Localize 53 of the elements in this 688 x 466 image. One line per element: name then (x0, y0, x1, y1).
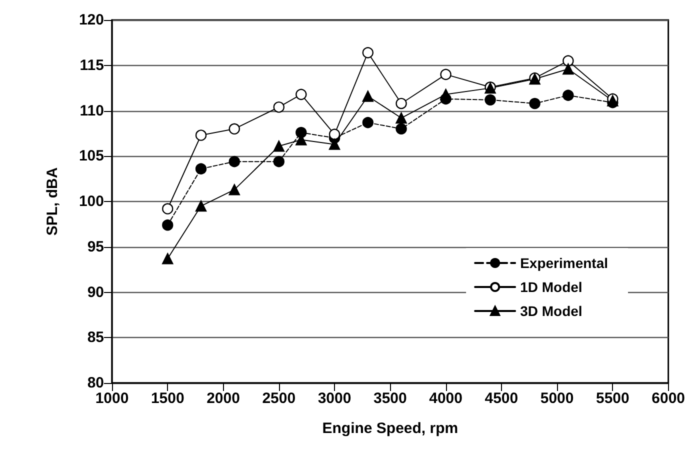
point (362, 47, 374, 58)
point (562, 90, 574, 101)
point (228, 184, 240, 196)
y-tick-label: 110 (80, 102, 104, 120)
x-axis-title: Engine Speed, rpm (322, 420, 458, 437)
x-tick-label: 5000 (540, 390, 574, 407)
x-tick-label: 4000 (429, 390, 462, 407)
point (562, 55, 574, 66)
point (162, 203, 174, 214)
point (162, 253, 174, 264)
point (440, 68, 452, 80)
y-tick-label: 105 (78, 148, 104, 165)
point (328, 138, 340, 150)
point (195, 163, 207, 174)
point (396, 98, 407, 110)
point (195, 130, 207, 141)
point (273, 140, 284, 152)
x-tick-label: 5500 (596, 390, 630, 407)
point (162, 219, 174, 231)
point (296, 88, 307, 100)
point (396, 123, 407, 134)
x-tick-label: 3500 (373, 390, 407, 407)
x-tick-label: 4500 (484, 390, 518, 407)
x-tick-label: 2000 (206, 390, 240, 407)
point (228, 156, 240, 168)
point (484, 94, 496, 106)
point (440, 88, 452, 100)
point (273, 156, 284, 168)
point (529, 98, 540, 110)
x-tick-label: 1000 (95, 390, 129, 407)
y-tick-label: 115 (80, 56, 104, 74)
x-tick-label: 2500 (262, 390, 296, 407)
point (195, 200, 207, 212)
x-tick-label: 1500 (150, 390, 184, 407)
point (328, 128, 340, 140)
point (396, 112, 407, 124)
y-tick-label: 120 (78, 12, 104, 28)
point (562, 63, 574, 75)
point (273, 102, 284, 113)
point (362, 90, 374, 102)
y-axis-title: SPL, dBA (44, 167, 61, 236)
point (362, 116, 374, 128)
y-tick-label: 100 (78, 193, 104, 210)
y-tick-label: 95 (87, 238, 104, 256)
x-tick-label: 6000 (652, 390, 686, 407)
legend-label: Experimental (520, 255, 608, 271)
x-tick-label: 3000 (318, 390, 352, 407)
legend-label: 1D Model (520, 279, 582, 295)
y-tick-label: 80 (87, 374, 104, 392)
y-tick-label: 90 (87, 284, 104, 301)
point (228, 123, 240, 134)
legend-label: 3D Model (520, 303, 582, 319)
y-tick-label: 85 (87, 329, 104, 346)
